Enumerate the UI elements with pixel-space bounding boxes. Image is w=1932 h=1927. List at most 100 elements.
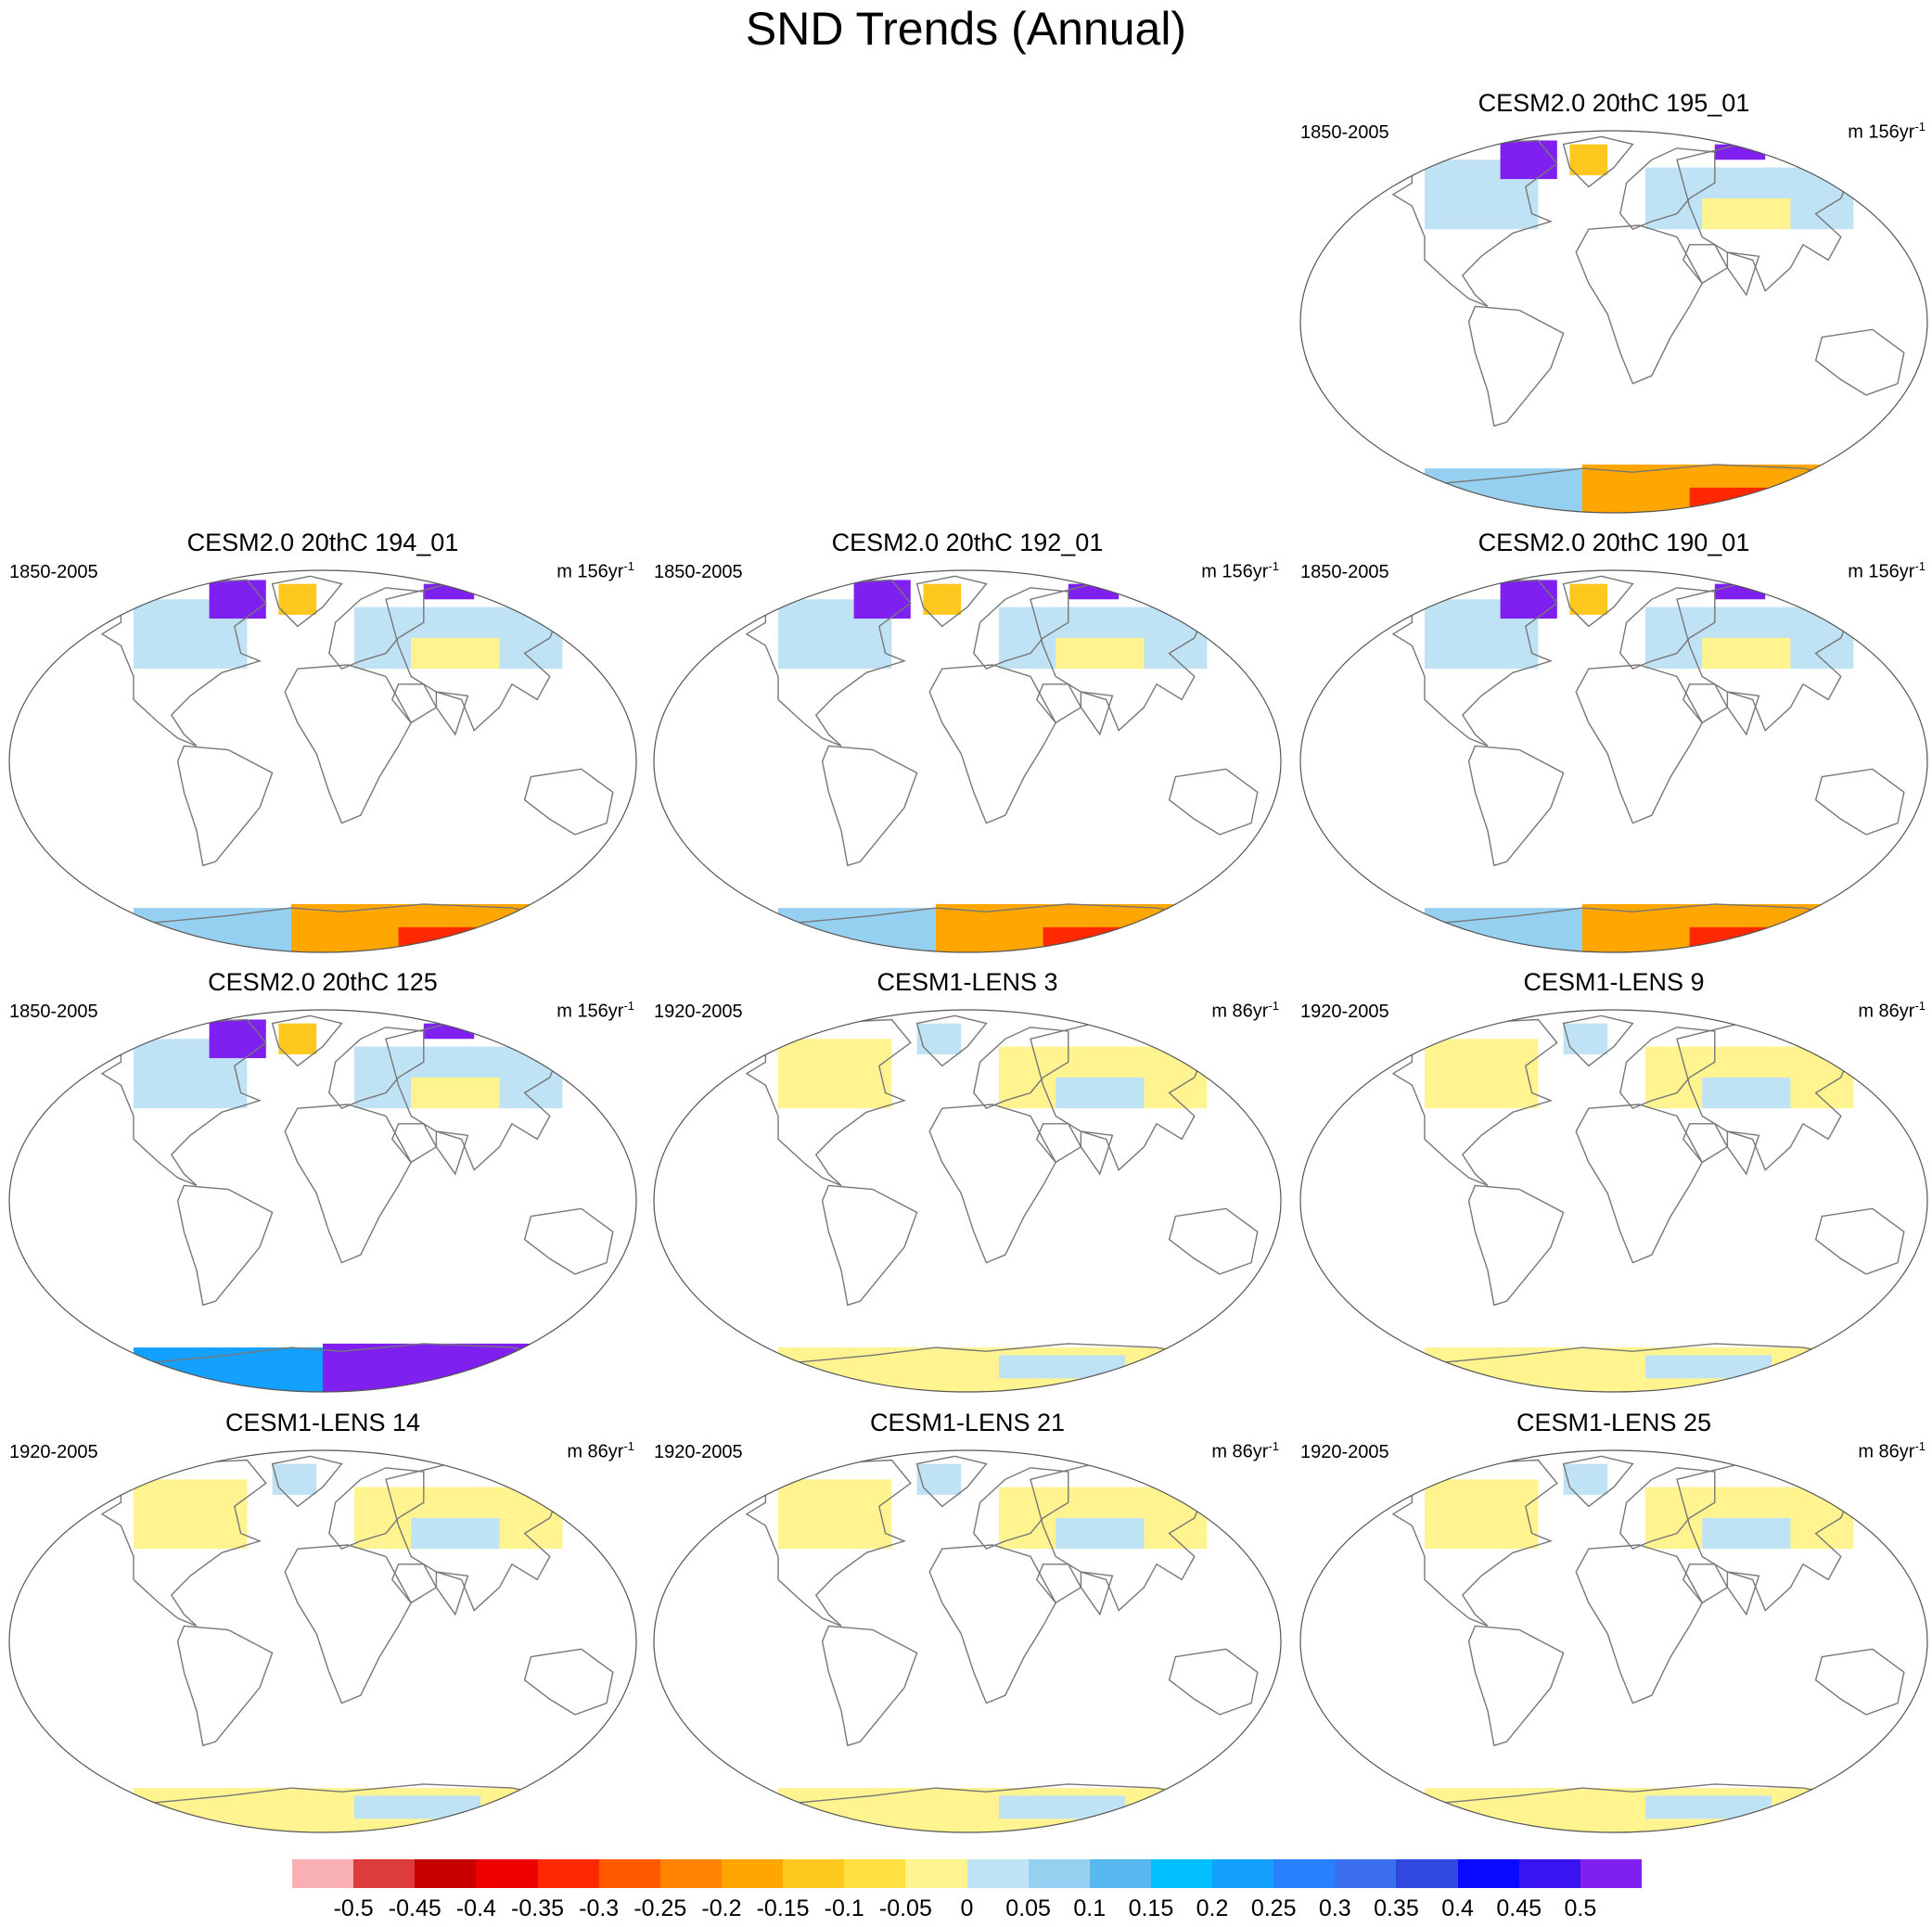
coastline-southAmerica (176, 1184, 274, 1307)
coastline-india (1080, 1130, 1114, 1176)
trend-shading (323, 1343, 544, 1392)
colorbar: -0.5 -0.45 -0.4 -0.35 -0.3 -0.25 -0.2 -0.15 -0.1… (292, 1859, 1643, 1926)
colorbar-tick-label: -0.5 (333, 1895, 374, 1921)
panel-units: m 86yr-1 (1211, 999, 1279, 1022)
panel-title: CESM1-LENS 25 (1516, 1409, 1712, 1436)
trend-shading (853, 580, 911, 619)
panel-period: 1920-2005 (654, 1442, 743, 1462)
trend-shading (209, 580, 266, 619)
map-panel-7: CESM1-LENS 9 1920-2005 m 86yr-1 (1299, 967, 1929, 1394)
colorbar-swatch (537, 1859, 600, 1888)
coastline-africa (1575, 664, 1703, 824)
colorbar-swatch (1150, 1859, 1213, 1888)
panel-period: 1920-2005 (1300, 1002, 1389, 1022)
panel-period: 1850-2005 (9, 562, 98, 582)
coastline-india (1726, 1571, 1760, 1616)
panel-title: CESM1-LENS 21 (869, 1409, 1066, 1436)
panel-title: CESM2.0 20thC 192_01 (831, 529, 1104, 556)
trend-shading (1563, 1463, 1608, 1495)
coastline-europe (1619, 587, 1716, 670)
coastline-arabia (1035, 1123, 1082, 1164)
trend-shading (1425, 1039, 1539, 1109)
coastline-africa (284, 664, 412, 824)
coastline-arabia (390, 1563, 438, 1604)
coastline-greenland (915, 1015, 988, 1067)
map-boundary (1299, 130, 1928, 514)
coastline-india (1726, 1130, 1760, 1176)
coastline-arabia (1035, 1563, 1082, 1604)
colorbar-swatch (1028, 1859, 1091, 1888)
map-panel-1: CESM2.0 20thC 195_01 1850-2005 m 156yr-1 (1299, 88, 1929, 515)
coastline-southAmerica (821, 1625, 918, 1747)
trend-shading (1056, 1077, 1145, 1109)
map-panel-2: CESM2.0 20thC 194_01 1850-2005 m 156yr-1 (7, 528, 638, 954)
trend-shading (1702, 1517, 1791, 1550)
world-map (1299, 1009, 1928, 1393)
colorbar-swatch (1580, 1859, 1643, 1888)
map-boundary (8, 1009, 637, 1393)
map-panel-3: CESM2.0 20thC 192_01 1850-2005 m 156yr-1 (652, 528, 1283, 954)
map-boundary (1299, 569, 1928, 953)
trend-shading (1569, 144, 1608, 175)
coastline-africa (928, 1544, 1056, 1704)
trend-shading (1689, 487, 1778, 511)
coastline-africa (1575, 1544, 1703, 1704)
world-map (653, 569, 1282, 953)
coastline-northAmerica (745, 1459, 912, 1627)
coastline-australia (1814, 1648, 1905, 1716)
trend-shading (1425, 908, 1582, 952)
trend-shading (134, 1347, 323, 1392)
coastline-northAmerica (100, 1018, 267, 1187)
map-panel-8: CESM1-LENS 14 1920-2005 m 86yr-1 (7, 1408, 638, 1834)
colorbar-tick-label: 0.2 (1196, 1895, 1229, 1921)
coastline-india (1726, 251, 1760, 297)
colorbar-tick-label: -0.25 (633, 1895, 687, 1921)
panel-title: CESM2.0 20thC 125 (208, 968, 438, 996)
colorbar-tick-label: 0.4 (1441, 1895, 1474, 1921)
panel-units: m 86yr-1 (1858, 1439, 1926, 1462)
world-map (8, 1449, 637, 1833)
trend-shading (1645, 1355, 1772, 1379)
colorbar-tick-label: 0.35 (1374, 1895, 1419, 1921)
trend-shading (272, 1463, 317, 1495)
coastline-africa (1575, 1104, 1703, 1264)
trend-shading (411, 637, 500, 670)
trend-shading (999, 1795, 1125, 1819)
coastline-europe (1619, 1027, 1716, 1110)
colorbar-tick-label: 0.5 (1564, 1895, 1597, 1921)
coastline-australia (523, 1648, 614, 1716)
map-panel-9: CESM1-LENS 21 1920-2005 m 86yr-1 (652, 1408, 1283, 1834)
map-boundary (8, 1449, 637, 1833)
panel-title: CESM2.0 20thC 195_01 (1478, 89, 1750, 117)
colorbar-swatch (966, 1859, 1030, 1888)
panel-title: CESM2.0 20thC 194_01 (186, 529, 459, 556)
coastline-australia (1814, 328, 1905, 396)
world-map (8, 569, 637, 953)
coastline-arabia (390, 1123, 438, 1164)
coastline-southAmerica (821, 1184, 918, 1307)
coastline-greenland (1562, 1015, 1634, 1067)
coastline-africa (284, 1544, 412, 1704)
colorbar-tick-label: 0.25 (1250, 1895, 1297, 1921)
coastline-southAmerica (176, 745, 274, 867)
colorbar-swatch (1335, 1859, 1397, 1888)
panel-period: 1850-2005 (654, 562, 743, 582)
coastline-india (435, 1130, 469, 1176)
panel-units: m 156yr-1 (557, 559, 634, 582)
coastline-northAmerica (745, 579, 912, 747)
trend-shading (398, 926, 487, 951)
colorbar-swatch (476, 1859, 539, 1888)
coastline-greenland (271, 1455, 343, 1508)
colorbar-swatch (721, 1859, 784, 1888)
coastline-northAmerica (100, 1459, 267, 1627)
panel-units: m 156yr-1 (1848, 559, 1926, 582)
panel-period: 1920-2005 (9, 1442, 98, 1462)
map-boundary (1299, 1009, 1928, 1393)
colorbar-swatch (1089, 1859, 1152, 1888)
trend-shading (778, 1479, 892, 1550)
world-map (653, 1009, 1282, 1393)
coastline-europe (973, 587, 1069, 670)
world-map (1299, 130, 1928, 514)
coastline-africa (928, 1104, 1056, 1264)
map-boundary (1299, 1449, 1928, 1833)
